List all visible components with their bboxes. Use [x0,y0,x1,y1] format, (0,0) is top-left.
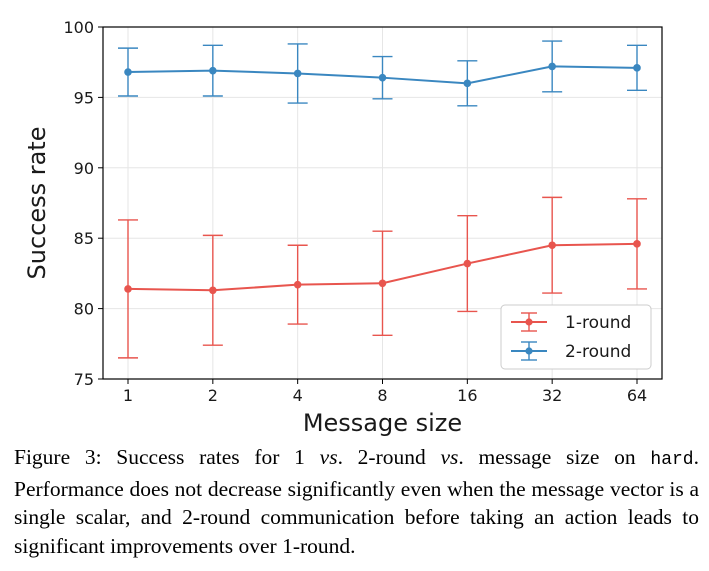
x-tick-label: 16 [457,386,477,405]
data-point [378,279,387,288]
x-tick-label: 4 [293,386,303,405]
legend-item-2-round: 2-round [511,341,631,362]
data-point [548,62,556,71]
caption-code: hard [650,450,694,470]
x-tick-label: 8 [377,386,387,405]
legend: 1-round 2-round [500,304,652,370]
legend-item-1-round: 1-round [511,312,631,333]
data-point [378,73,387,82]
legend-label: 1-round [565,313,631,333]
y-axis-title: Success rate [23,127,51,280]
series-2-round [118,40,647,107]
y-axis-ticks: 75 80 85 90 95 100 [63,18,103,389]
legend-marker [525,318,533,326]
success-rate-chart: 75 80 85 90 95 100 1 2 4 8 16 32 64 Message size Su… [23,18,663,437]
data-point [633,240,641,248]
x-tick-label: 64 [627,386,647,405]
caption-text-3: . message size on [458,445,651,469]
data-point [463,79,472,88]
data-point [124,285,132,293]
x-tick-label: 1 [123,386,133,405]
caption-label: Figure 3: [14,445,102,469]
x-tick-label: 32 [542,386,562,405]
data-point [463,259,472,268]
caption-text-2: . 2-round [337,445,441,469]
data-point [209,286,217,295]
y-tick-label: 80 [74,300,94,319]
series-1-round [118,196,647,359]
data-point [293,69,302,78]
data-point [633,64,641,72]
data-point [124,68,132,76]
caption-text-1: Success rates for 1 [101,445,320,469]
y-tick-label: 75 [74,370,94,389]
x-axis-ticks: 1 2 4 8 16 32 64 [123,379,647,405]
data-point [293,280,302,289]
data-point [209,66,217,75]
figure-caption: Figure 3: Success rates for 1 vs. 2-roun… [14,443,699,560]
y-tick-label: 85 [74,229,94,248]
data-point [548,241,556,250]
legend-marker [525,347,533,355]
caption-vs-2: vs [440,445,459,469]
y-tick-label: 90 [74,159,94,178]
x-tick-label: 2 [208,386,218,405]
x-axis-title: Message size [303,409,462,437]
y-tick-label: 100 [63,18,94,37]
y-tick-label: 95 [74,88,94,107]
caption-vs-1: vs [319,445,338,469]
caption-text-4: . Performance does not decrease signific… [14,445,699,558]
series-layer [118,40,647,359]
legend-label: 2-round [565,342,631,362]
plot-frame [102,26,663,380]
